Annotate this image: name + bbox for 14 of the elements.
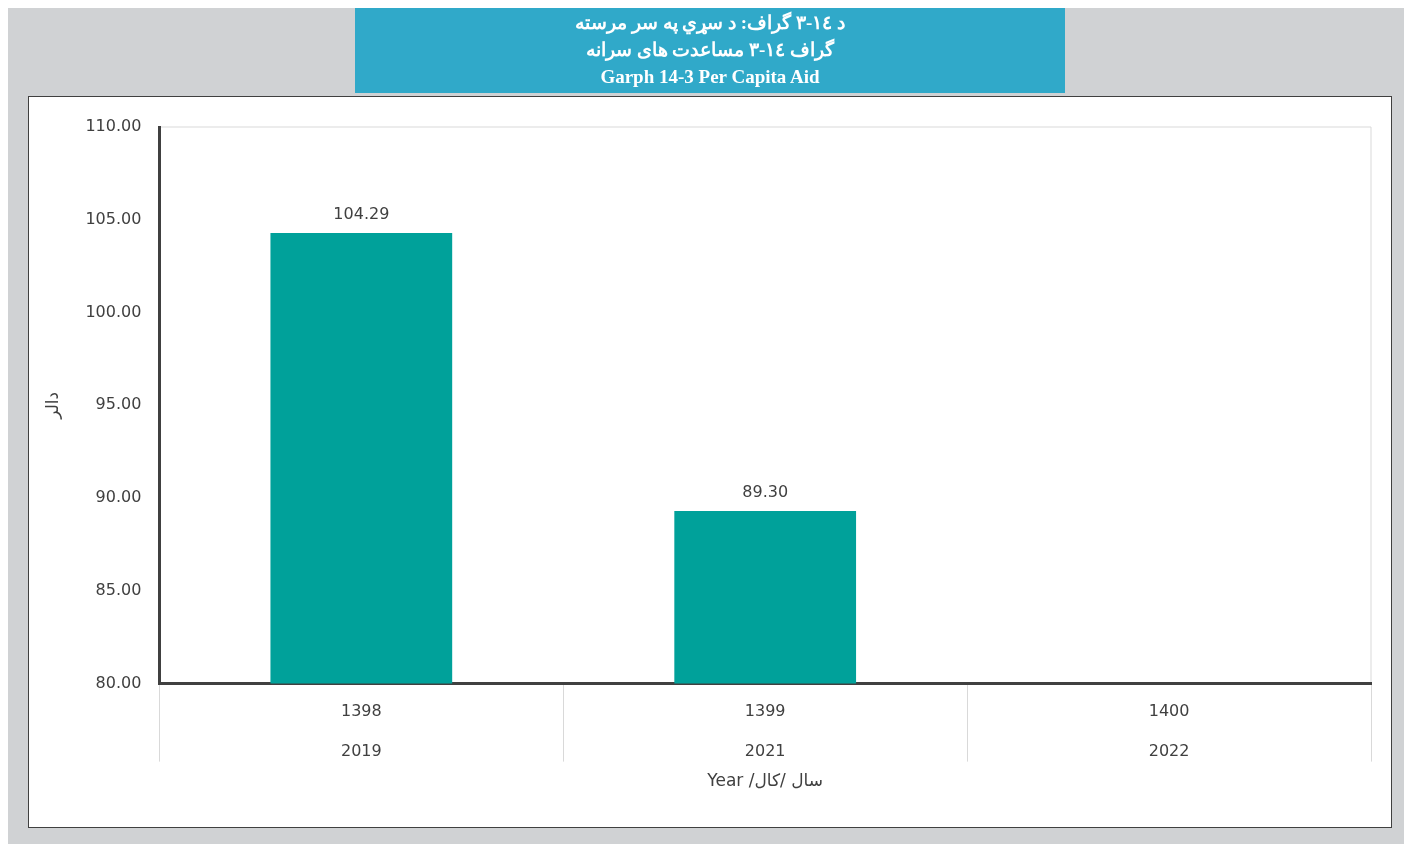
category-label: 1400 2022	[1148, 700, 1190, 760]
category-label: 1399 2021	[744, 700, 786, 760]
y-axis-title: دالر	[41, 391, 62, 420]
data-label: 104.29	[333, 204, 390, 224]
y-tick-label: 105.00	[85, 208, 142, 228]
y-tick-label: 80.00	[95, 672, 142, 692]
y-tick-label: 85.00	[95, 579, 142, 599]
y-tick-label: 95.00	[95, 394, 142, 414]
y-tick-label: 110.00	[85, 116, 142, 136]
data-label: 89.30	[742, 482, 789, 502]
y-tick-label: 90.00	[95, 487, 142, 507]
y-tick-label: 100.00	[85, 301, 142, 321]
category-label: 1398 2019	[340, 700, 382, 760]
x-axis-title: Year /سال /کال	[706, 770, 824, 791]
